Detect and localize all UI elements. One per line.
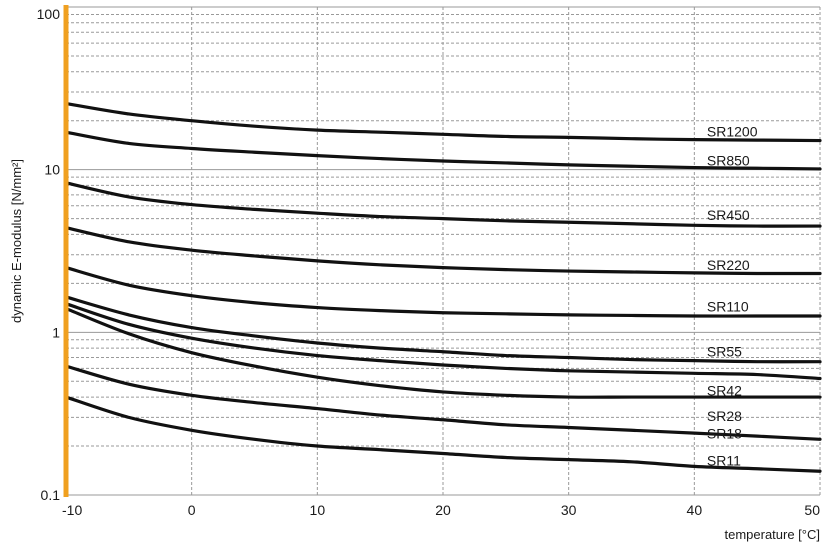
series-label-sr450: SR450 (707, 207, 750, 223)
series-line-sr850 (64, 130, 822, 171)
series-label-sr42: SR42 (707, 382, 742, 398)
y-axis-title: dynamic E-modulus [N/mm²] (9, 159, 24, 323)
y-tick-label: 100 (37, 6, 61, 22)
series-line-sr18 (64, 364, 822, 441)
x-tick-labels: -10 0 10 20 30 40 50 (62, 502, 820, 518)
series-label-sr18: SR18 (707, 426, 742, 442)
y-tick-label: 1 (52, 324, 60, 340)
curves (64, 101, 822, 473)
series-label-sr28: SR28 (707, 408, 742, 424)
series-line-sr28 (64, 306, 822, 399)
x-tick-label: 30 (561, 502, 577, 518)
x-tick-label: -10 (62, 502, 82, 518)
series-label-sr850: SR850 (707, 152, 750, 168)
series-line-sr55 (64, 295, 822, 364)
x-tick-label: 10 (310, 502, 326, 518)
series-line-sr110 (64, 266, 822, 318)
series-labels: SR1200 SR850 SR450 SR220 SR110 SR55 SR42 SR28 SR… (707, 123, 758, 468)
x-tick-label: 0 (188, 502, 196, 518)
x-tick-label: 20 (435, 502, 451, 518)
x-tick-label: 40 (687, 502, 703, 518)
y-tick-label: 10 (44, 162, 60, 178)
series-label-sr220: SR220 (707, 257, 750, 273)
series-label-sr1200: SR1200 (707, 123, 758, 139)
series-line-sr1200 (64, 101, 822, 143)
series-line-sr42 (64, 302, 822, 381)
y-tick-label: 0.1 (41, 487, 61, 503)
series-label-sr110: SR110 (707, 299, 749, 315)
y-tick-labels: 0.1 1 10 100 (37, 6, 61, 503)
x-tick-label: 50 (804, 502, 820, 518)
series-line-sr220 (64, 226, 822, 276)
series-line-sr450 (64, 181, 822, 228)
series-line-sr11 (64, 395, 822, 473)
x-axis-title: temperature [°C] (724, 527, 820, 542)
series-label-sr11: SR11 (707, 452, 741, 468)
series-label-sr55: SR55 (707, 344, 742, 360)
